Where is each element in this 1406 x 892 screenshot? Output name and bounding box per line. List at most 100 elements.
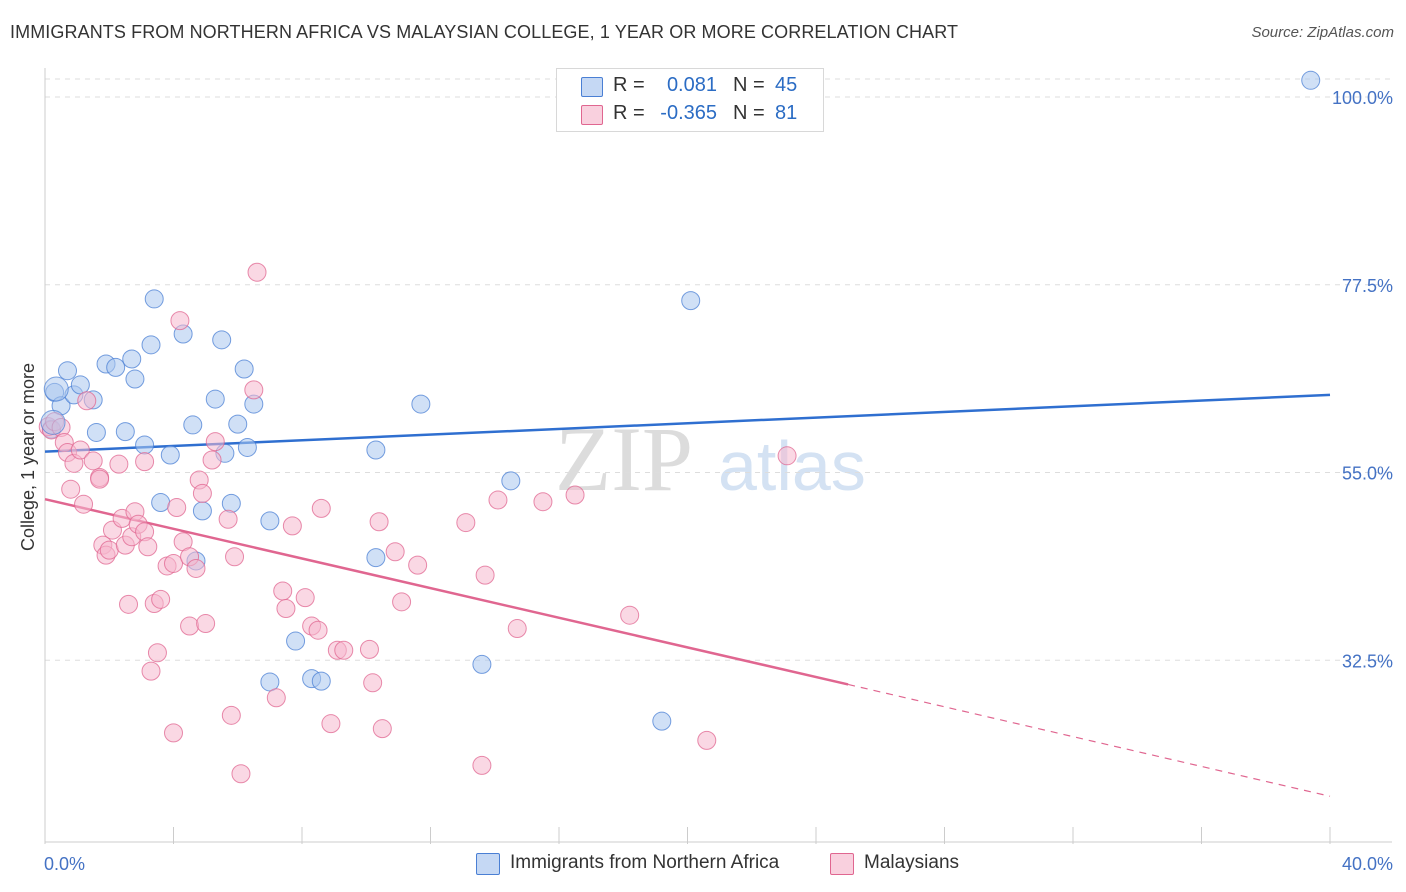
northern-africa-point: [237, 437, 257, 457]
y-tick-label: 77.5%: [1342, 276, 1393, 296]
legend-row-northern-africa: R = 0.081 N = 45: [557, 72, 823, 100]
malaysian-point: [99, 540, 119, 560]
correlation-legend: R = 0.081 N = 45 R = -0.365 N = 81: [556, 68, 824, 132]
malaysian-point: [141, 661, 161, 681]
malaysian-point: [507, 619, 527, 639]
malaysian-point: [151, 589, 171, 609]
malaysian-point: [456, 513, 476, 533]
malaysian-point: [167, 498, 187, 518]
malaysian-point: [488, 490, 508, 510]
malaysian-point: [385, 542, 405, 562]
axis-labels: 32.5% 55.0% 77.5% 100.0% 0.0% 40.0% College, 1…: [18, 88, 1393, 874]
watermark-atlas: atlas: [718, 427, 866, 505]
northern-africa-point: [366, 548, 386, 568]
malaysian-point: [202, 450, 222, 470]
malaysian-point: [244, 380, 264, 400]
malaysian-point: [231, 764, 251, 784]
malaysian-point: [196, 614, 216, 634]
malaysian-point: [138, 537, 158, 557]
series-swatch-blue: [476, 853, 500, 875]
malaysian-point: [135, 452, 155, 472]
malaysian-point: [311, 498, 331, 518]
malaysian-trend-line-extension: [847, 683, 1331, 797]
malaysian-point: [61, 479, 81, 499]
northern-africa-point: [221, 493, 241, 513]
malaysian-point: [147, 643, 167, 663]
malaysian-point: [164, 553, 183, 573]
legend-swatch-blue: [581, 77, 603, 97]
northern-africa-point: [106, 357, 126, 377]
northern-africa-point: [160, 445, 180, 465]
malaysian-point: [247, 262, 267, 282]
northern-africa-point: [501, 471, 521, 491]
legend-n-value: 81: [775, 102, 798, 124]
series-swatch-pink: [830, 853, 854, 875]
northern-africa-point: [652, 711, 672, 731]
northern-africa-point: [212, 330, 232, 350]
malaysian-point: [359, 639, 379, 659]
malaysian-point: [697, 730, 717, 750]
malaysian-point: [70, 440, 90, 460]
malaysian-point: [308, 620, 328, 640]
legend-n-label: N =: [733, 102, 765, 124]
northern-africa-point: [122, 349, 142, 369]
northern-africa-point: [260, 672, 280, 692]
northern-africa-point: [40, 409, 66, 435]
northern-africa-point: [411, 394, 431, 414]
malaysian-point: [83, 451, 103, 471]
northern-africa-point: [43, 376, 69, 402]
legend-r-label: R =: [613, 102, 645, 124]
malaysian-point: [180, 616, 200, 636]
legend-n-value: 45: [775, 74, 798, 96]
northern-africa-point: [234, 359, 254, 379]
northern-africa-point: [141, 335, 161, 355]
malaysian-point: [170, 311, 190, 331]
y-tick-label: 100.0%: [1332, 88, 1393, 108]
northern-africa-point: [151, 493, 171, 513]
northern-africa-point: [70, 375, 90, 395]
malaysian-point: [192, 483, 212, 503]
northern-africa-trend-line: [44, 393, 1331, 453]
northern-africa-point: [135, 435, 155, 455]
malaysian-point: [295, 588, 315, 608]
y-tick-label: 32.5%: [1342, 651, 1393, 671]
malaysian-point: [273, 581, 293, 601]
northern-africa-point: [681, 291, 701, 311]
malaysian-point: [205, 432, 225, 452]
axes: [44, 68, 1392, 844]
y-tick-label: 55.0%: [1342, 464, 1393, 484]
northern-africa-point: [228, 414, 248, 434]
malaysian-point: [282, 516, 302, 536]
northern-africa-point: [115, 422, 135, 442]
malaysian-point: [186, 558, 206, 578]
northern-africa-point: [260, 511, 280, 531]
malaysian-point: [276, 599, 296, 619]
malaysian-point: [369, 512, 389, 532]
northern-africa-point: [286, 631, 306, 651]
northern-africa-point: [183, 415, 203, 435]
malaysian-point: [408, 555, 428, 575]
x-tick-label: 40.0%: [1342, 854, 1393, 874]
series-legend-label: Malaysians: [864, 852, 960, 873]
malaysian-point: [266, 688, 286, 708]
source-label: Source: ZipAtlas.com: [1251, 24, 1394, 41]
malaysian-point: [565, 485, 585, 505]
malaysian-point: [90, 469, 110, 489]
malaysian-point: [221, 705, 241, 725]
northern-africa-point: [57, 361, 77, 381]
y-axis-title: College, 1 year or more: [18, 363, 38, 551]
malaysian-point: [321, 714, 341, 734]
legend-r-value: 0.081: [666, 74, 717, 96]
trend-lines: [44, 393, 1331, 797]
malaysian-point: [363, 673, 383, 693]
series-legend: Immigrants from Northern Africa Malaysia…: [0, 852, 1406, 880]
legend-row-malaysians: R = -0.365 N = 81: [557, 100, 823, 128]
malaysian-point: [109, 454, 129, 474]
malaysian-point: [472, 755, 492, 775]
malaysian-point: [225, 547, 245, 567]
northern-africa-point: [311, 671, 331, 691]
northern-africa-point: [205, 389, 225, 409]
data-points: [38, 70, 1321, 784]
legend-n-label: N =: [733, 74, 765, 96]
